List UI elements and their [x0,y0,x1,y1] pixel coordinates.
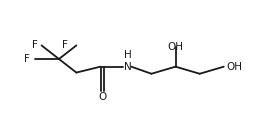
Text: F: F [32,40,38,50]
Text: OH: OH [168,42,184,52]
Text: N: N [124,62,132,72]
Text: F: F [24,54,29,64]
Text: H: H [124,50,132,60]
Text: O: O [98,92,106,102]
Text: F: F [62,40,68,50]
Text: OH: OH [226,62,243,72]
